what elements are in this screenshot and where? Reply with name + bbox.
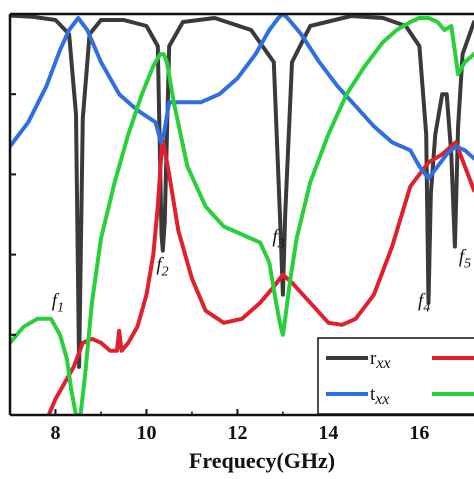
x-tick-label-2: 12 [227,422,247,444]
annotation-4-subscript: 4 [423,301,430,316]
annotation-5: f5 [459,247,471,272]
legend-box [318,338,474,414]
series-line-3 [10,14,474,178]
legend-label-1-subscript: xx [375,355,390,372]
x-tick-label-1: 10 [136,422,156,444]
legend-label-3-subscript: xx [374,391,389,408]
annotation-2: f2 [156,255,168,280]
x-tick-label-4: 16 [409,422,429,444]
annotation-3-subscript: 3 [277,237,285,252]
annotation-2-subscript: 2 [162,265,169,280]
x-axis-label: Frequecy(GHz) [189,448,335,473]
annotation-5-subscript: 5 [464,257,471,272]
series-line-1 [10,16,474,367]
x-tick-label-3: 14 [318,422,338,444]
x-tick-label-0: 8 [50,422,60,444]
annotation-1: f1 [52,291,64,316]
annotation-1-subscript: 1 [57,301,64,316]
